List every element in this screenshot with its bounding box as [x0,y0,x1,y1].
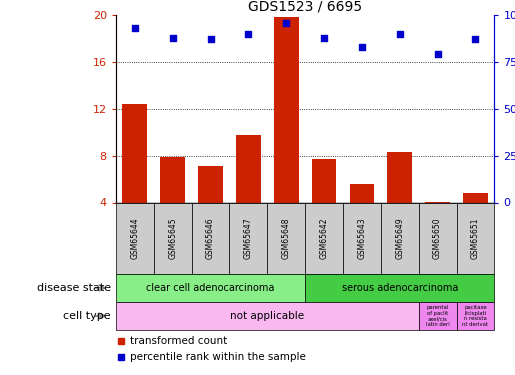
Point [320,34,328,40]
Text: GSM65643: GSM65643 [357,217,366,259]
Bar [230,202,267,274]
Text: GSM65650: GSM65650 [433,217,442,259]
Point [207,36,215,42]
Point [168,34,177,40]
Point [282,20,290,26]
Point [244,31,252,37]
Bar [192,202,230,274]
Point [471,36,479,42]
Text: GSM65651: GSM65651 [471,217,480,259]
Text: GSM65642: GSM65642 [320,217,329,259]
Text: GSM65649: GSM65649 [396,217,404,259]
Text: parental
of paclit
axel/cis
latin deri: parental of paclit axel/cis latin deri [426,305,450,327]
Bar [305,274,494,302]
Text: serous adenocarcinoma: serous adenocarcinoma [341,283,458,293]
Text: GSM65644: GSM65644 [130,217,139,259]
Bar [160,157,185,203]
Bar [312,159,336,203]
Bar [123,104,147,202]
Text: disease state: disease state [37,283,111,293]
Text: pacitaxe
l/cisplati
n resista
nt derivat: pacitaxe l/cisplati n resista nt derivat [462,305,488,327]
Bar [116,302,419,330]
Text: percentile rank within the sample: percentile rank within the sample [130,352,306,362]
Bar [343,202,381,274]
Text: GSM65647: GSM65647 [244,217,253,259]
Text: GSM65645: GSM65645 [168,217,177,259]
Title: GDS1523 / 6695: GDS1523 / 6695 [248,0,362,14]
Bar [350,184,374,203]
Point [358,44,366,50]
Bar [116,274,305,302]
Point [396,31,404,37]
Bar [236,135,261,202]
Bar [154,202,192,274]
Bar [456,202,494,274]
Bar [198,166,223,202]
Bar [381,202,419,274]
Point [131,25,139,31]
Bar [274,17,299,203]
Point [434,51,442,57]
Text: GSM65646: GSM65646 [206,217,215,259]
Bar [116,202,154,274]
Bar [419,202,457,274]
Bar [267,202,305,274]
Text: not applicable: not applicable [230,311,304,321]
Text: transformed count: transformed count [130,336,228,345]
Text: cell type: cell type [63,311,111,321]
Bar [387,152,412,202]
Bar [305,202,343,274]
Bar [456,302,494,330]
Text: GSM65648: GSM65648 [282,217,290,259]
Bar [419,302,457,330]
Bar [463,193,488,202]
Text: clear cell adenocarcinoma: clear cell adenocarcinoma [146,283,274,293]
